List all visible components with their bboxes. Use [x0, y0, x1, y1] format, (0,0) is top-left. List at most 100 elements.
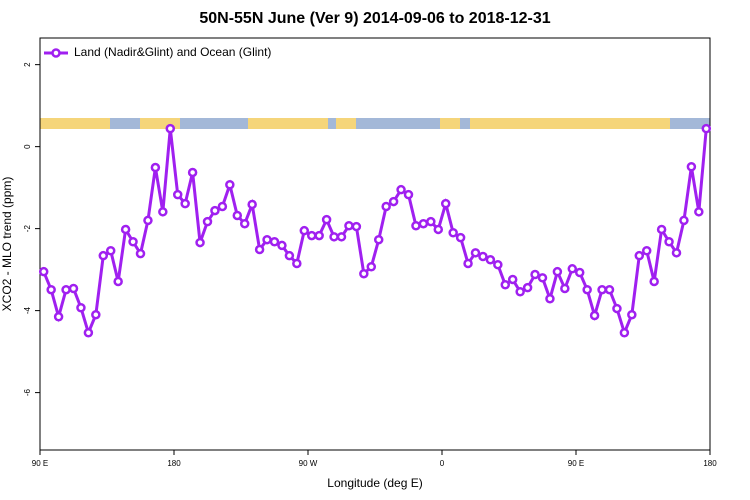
- data-point: [403, 189, 414, 200]
- data-point: [366, 262, 377, 272]
- data-point: [247, 199, 257, 210]
- y-axis-label: XCO2 - MLO trend (ppm): [0, 177, 14, 312]
- data-point: [180, 198, 190, 209]
- data-point: [299, 225, 310, 236]
- data-point: [574, 267, 585, 278]
- data-point: [671, 248, 682, 258]
- data-point: [478, 251, 488, 262]
- data-point: [321, 214, 332, 225]
- data-point: [314, 230, 324, 241]
- data-point: [612, 303, 622, 314]
- y-tick-label: -2: [23, 225, 32, 233]
- data-point: [187, 167, 198, 178]
- data-point: [225, 180, 235, 190]
- data-point: [649, 276, 659, 287]
- data-point: [597, 284, 607, 295]
- data-point: [68, 283, 79, 294]
- data-point: [686, 161, 697, 172]
- data-point: [53, 312, 64, 322]
- data-point: [239, 218, 250, 229]
- land-ocean-strip: [40, 118, 710, 129]
- data-point: [120, 224, 131, 235]
- data-point: [604, 284, 615, 295]
- y-tick-label: -4: [23, 307, 32, 315]
- data-point: [76, 302, 86, 313]
- y-tick-label: -6: [23, 389, 32, 397]
- data-point: [582, 284, 592, 295]
- data-point: [567, 264, 578, 274]
- x-axis-label: Longitude (deg E): [327, 476, 422, 490]
- legend-marker: [51, 48, 61, 58]
- data-point: [91, 309, 101, 320]
- data-point: [537, 273, 548, 283]
- series-line: [42, 128, 708, 338]
- data-point: [269, 236, 280, 247]
- data-point: [634, 250, 645, 261]
- data-point: [373, 234, 384, 245]
- x-tick-label: 90 E: [568, 459, 584, 468]
- data-point: [619, 328, 630, 338]
- data-point: [388, 196, 399, 207]
- data-point: [98, 250, 109, 261]
- data-point: [463, 258, 473, 269]
- x-tick-label: 90 E: [32, 459, 48, 468]
- data-point: [202, 216, 213, 227]
- data-point: [210, 205, 220, 216]
- data-point: [411, 221, 421, 231]
- data-point: [500, 280, 511, 290]
- data-point: [306, 230, 317, 241]
- data-point: [172, 189, 183, 200]
- data-point: [522, 282, 533, 293]
- data-point: [448, 227, 458, 238]
- data-point: [113, 276, 123, 287]
- data-point: [158, 207, 168, 217]
- data-point: [440, 198, 451, 209]
- legend-label: Land (Nadir&Glint) and Ocean (Glint): [74, 45, 271, 59]
- data-point: [292, 258, 302, 269]
- data-point: [545, 293, 555, 304]
- data-point: [61, 284, 71, 295]
- data-point: [426, 216, 436, 227]
- data-point: [455, 232, 466, 243]
- chart-title: 50N-55N June (Ver 9) 2014-09-06 to 2018-…: [199, 10, 550, 27]
- data-point: [679, 215, 689, 226]
- data-point: [359, 268, 369, 279]
- data-point: [329, 232, 339, 242]
- data-point: [530, 269, 540, 280]
- data-point: [143, 215, 153, 226]
- data-point: [701, 123, 712, 134]
- data-point: [694, 207, 704, 217]
- data-point: [254, 244, 265, 255]
- data-point: [195, 237, 205, 248]
- data-point: [381, 201, 391, 212]
- data-point: [664, 236, 674, 247]
- x-tick-label: 180: [167, 459, 181, 468]
- data-point: [396, 184, 406, 195]
- data-point: [336, 232, 347, 242]
- data-point: [589, 310, 600, 321]
- data-point: [641, 246, 652, 256]
- data-point: [418, 218, 429, 229]
- data-point: [560, 283, 570, 294]
- data-point: [433, 224, 444, 235]
- x-tick-label: 180: [703, 459, 717, 468]
- data-point: [165, 123, 176, 134]
- x-tick-label: 0: [440, 459, 445, 468]
- data-point: [656, 224, 667, 235]
- data-point: [284, 250, 295, 261]
- data-point: [135, 248, 146, 259]
- y-tick-label: 0: [23, 144, 32, 149]
- plot-frame: [39, 37, 711, 451]
- data-point: [128, 236, 138, 247]
- data-point: [485, 255, 496, 265]
- data-point: [262, 234, 272, 245]
- data-point: [344, 221, 354, 231]
- data-point: [552, 266, 563, 277]
- data-point: [277, 240, 287, 251]
- data-point: [46, 284, 56, 295]
- data-point: [470, 248, 481, 258]
- data-point: [217, 201, 228, 212]
- data-point: [515, 287, 525, 297]
- data-point: [105, 246, 116, 256]
